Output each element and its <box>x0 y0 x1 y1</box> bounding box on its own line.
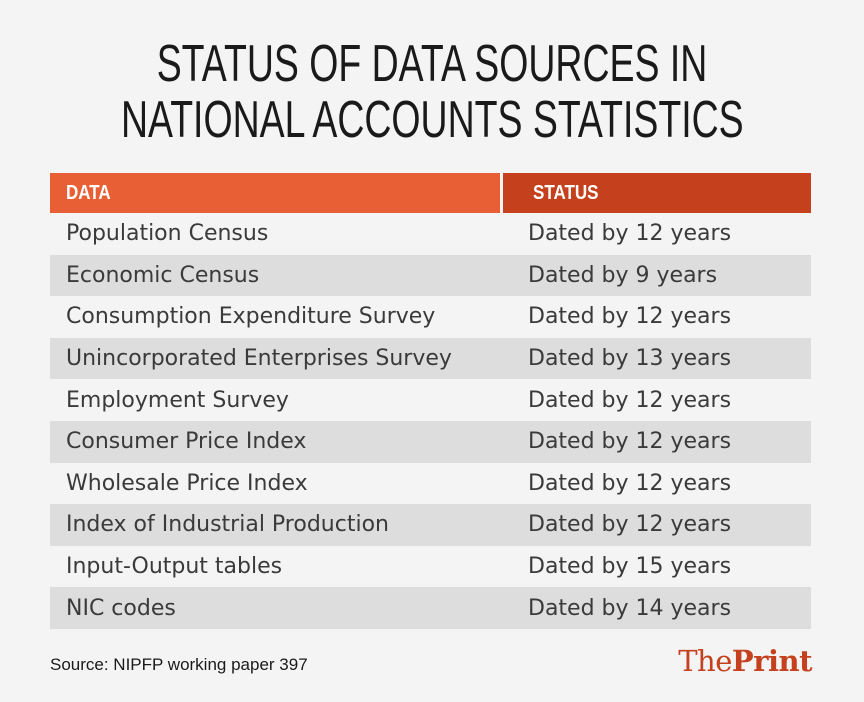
title-line-1: STATUS OF DATA SOURCES IN <box>156 35 708 93</box>
status-cell: Dated by 13 years <box>528 346 732 372</box>
data-cell: Wholesale Price Index <box>66 470 308 496</box>
table-row: Unincorporated Enterprises Survey Dated b… <box>50 337 811 380</box>
table-row: NIC codes Dated by 14 years <box>50 587 811 629</box>
logo-the: The <box>678 644 732 678</box>
status-cell: Dated by 12 years <box>528 512 732 538</box>
table-row: Employment Survey Dated by 12 years <box>50 379 811 421</box>
chart-title: STATUS OF DATA SOURCES IN NATIONAL ACCOU… <box>0 36 864 148</box>
data-cell: Index of Industrial Production <box>66 512 389 538</box>
status-cell: Dated by 12 years <box>528 470 732 496</box>
header-divider <box>500 173 503 213</box>
table-row: Consumer Price Index Dated by 12 years <box>50 420 811 463</box>
table-row: Population Census Dated by 12 years <box>50 213 811 255</box>
source-note: Source: NIPFP working paper 397 <box>50 655 308 674</box>
status-cell: Dated by 9 years <box>528 262 718 288</box>
table-row: Consumption Expenditure Survey Dated by 1… <box>50 296 811 338</box>
data-cell: NIC codes <box>66 595 176 621</box>
header-data-cell: DATA <box>50 173 500 213</box>
data-cell: Consumption Expenditure Survey <box>66 304 436 330</box>
data-cell: Economic Census <box>66 262 260 288</box>
table-body: Population Census Dated by 12 years Econom… <box>50 213 811 629</box>
data-cell: Unincorporated Enterprises Survey <box>66 346 452 372</box>
data-cell: Input-Output tables <box>66 554 283 580</box>
header-status-cell: STATUS <box>503 173 811 213</box>
table-row: Wholesale Price Index Dated by 12 years <box>50 463 811 505</box>
title-line-2: NATIONAL ACCOUNTS STATISTICS <box>120 91 744 149</box>
status-cell: Dated by 14 years <box>528 595 732 621</box>
status-cell: Dated by 12 years <box>528 304 732 330</box>
table-row: Economic Census Dated by 9 years <box>50 254 811 297</box>
data-cell: Employment Survey <box>66 387 289 413</box>
status-cell: Dated by 12 years <box>528 387 732 413</box>
header-data-label: DATA <box>66 182 111 204</box>
header-status-label: STATUS <box>533 182 599 204</box>
theprint-logo: ThePrint <box>678 644 812 678</box>
table-row: Input-Output tables Dated by 15 years <box>50 546 811 588</box>
data-cell: Consumer Price Index <box>66 429 307 455</box>
status-cell: Dated by 12 years <box>528 429 732 455</box>
data-cell: Population Census <box>66 221 269 247</box>
logo-print: Print <box>731 644 813 678</box>
data-table: DATA STATUS Population Census Dated by 12… <box>50 173 811 629</box>
status-cell: Dated by 12 years <box>528 221 732 247</box>
table-row: Index of Industrial Production Dated by 1… <box>50 504 811 546</box>
table-header: DATA STATUS <box>50 173 811 213</box>
status-cell: Dated by 15 years <box>528 554 732 580</box>
